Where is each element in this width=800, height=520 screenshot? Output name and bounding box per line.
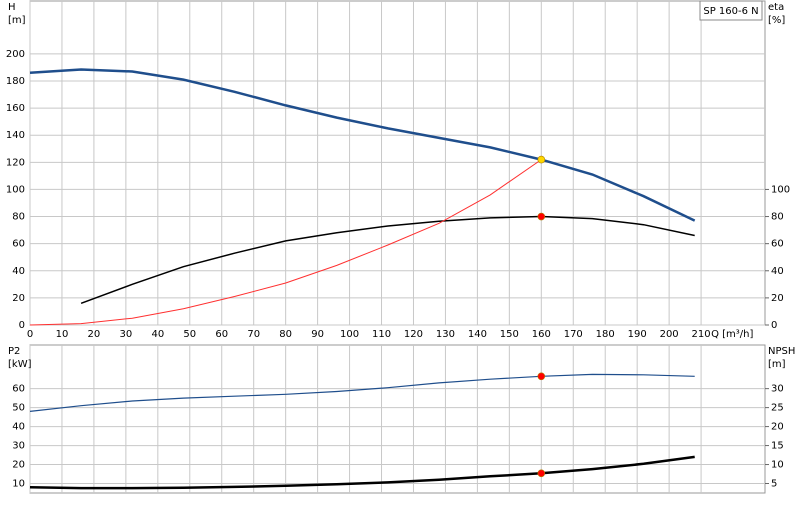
x-axis-label: Q [m³/h] — [711, 329, 753, 340]
y2-axis-label: [%] — [768, 15, 785, 26]
y2-tick-label: 20 — [771, 293, 784, 304]
duty-point — [537, 469, 546, 478]
x-tick-label: 90 — [311, 329, 324, 340]
y-axis-label: [kW] — [8, 359, 32, 370]
x-tick-label: 0 — [27, 329, 33, 340]
y-tick-label: 140 — [6, 130, 25, 141]
y-tick-label: 10 — [12, 479, 25, 490]
y-tick-label: 160 — [6, 103, 25, 114]
y-tick-label: 30 — [12, 441, 25, 452]
x-tick-label: 110 — [372, 329, 391, 340]
duty-point — [537, 372, 546, 381]
y2-tick-label: 10 — [771, 460, 784, 471]
x-tick-label: 40 — [151, 329, 164, 340]
y-tick-label: 40 — [12, 422, 25, 433]
x-tick-label: 70 — [247, 329, 260, 340]
curve — [29, 455, 695, 490]
curve — [29, 68, 696, 222]
y-tick-label: 60 — [12, 239, 25, 250]
y2-tick-label: 80 — [771, 212, 784, 223]
y-tick-label: 50 — [12, 403, 25, 414]
y2-tick-label: 60 — [771, 239, 784, 250]
x-tick-label: 210 — [692, 329, 711, 340]
y2-axis-label: NPSH — [768, 346, 795, 357]
x-tick-label: 190 — [628, 329, 647, 340]
y2-tick-label: 5 — [771, 479, 777, 490]
y-tick-label: 20 — [12, 460, 25, 471]
y-axis-label: [m] — [8, 15, 26, 26]
y-tick-label: 0 — [19, 320, 25, 331]
x-tick-label: 170 — [564, 329, 583, 340]
x-tick-label: 200 — [660, 329, 679, 340]
plot-area — [29, 0, 766, 326]
legend-label: SP 160-6 N — [703, 6, 758, 17]
x-tick-label: 120 — [404, 329, 423, 340]
y-tick-label: 100 — [6, 184, 25, 195]
y-tick-label: 40 — [12, 266, 25, 277]
x-tick-label: 20 — [88, 329, 101, 340]
y-tick-label: 20 — [12, 293, 25, 304]
y2-tick-label: 30 — [771, 384, 784, 395]
y-tick-label: 60 — [12, 384, 25, 395]
x-tick-label: 150 — [500, 329, 519, 340]
y-axis-label: P2 — [8, 346, 20, 357]
x-tick-label: 10 — [56, 329, 69, 340]
y-tick-label: 180 — [6, 76, 25, 87]
y2-tick-label: 40 — [771, 266, 784, 277]
y2-tick-label: 20 — [771, 422, 784, 433]
plot-area — [29, 344, 766, 494]
y2-axis-label: eta — [768, 2, 784, 13]
x-tick-label: 180 — [596, 329, 615, 340]
y-tick-label: 120 — [6, 157, 25, 168]
curve — [29, 373, 695, 412]
x-tick-label: 30 — [120, 329, 133, 340]
y2-tick-label: 100 — [771, 184, 790, 195]
x-tick-label: 60 — [215, 329, 228, 340]
x-tick-label: 100 — [340, 329, 359, 340]
y2-axis-label: [m] — [768, 359, 786, 370]
y-axis-label: H — [8, 2, 16, 13]
x-tick-label: 80 — [279, 329, 292, 340]
legend-box — [699, 0, 763, 21]
y-tick-label: 200 — [6, 49, 25, 60]
x-tick-label: 160 — [532, 329, 551, 340]
duty-point — [537, 155, 546, 164]
x-tick-label: 140 — [468, 329, 487, 340]
y2-tick-label: 25 — [771, 403, 784, 414]
y-tick-label: 80 — [12, 212, 25, 223]
y2-tick-label: 0 — [771, 320, 777, 331]
curve — [29, 159, 542, 326]
y2-tick-label: 15 — [771, 441, 784, 452]
duty-point — [537, 212, 546, 221]
curve — [80, 215, 695, 305]
x-tick-label: 50 — [183, 329, 196, 340]
x-tick-label: 130 — [436, 329, 455, 340]
